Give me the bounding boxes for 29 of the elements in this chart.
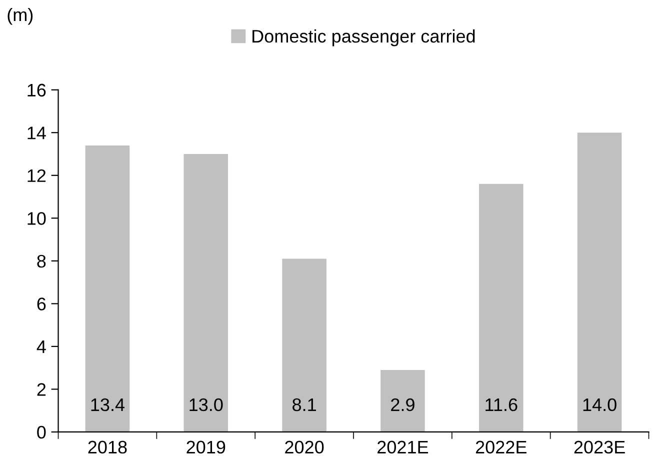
data-label: 8.1 [292, 398, 316, 412]
data-label: 2.9 [391, 398, 414, 412]
bar [380, 370, 425, 432]
y-tick-label: 6 [37, 298, 46, 310]
y-tick-label: 2 [37, 383, 46, 396]
data-label: 13.4 [91, 398, 125, 412]
x-tick-label: 2020 [285, 440, 324, 454]
y-tick-label: 14 [28, 126, 46, 140]
x-tick-label: 2021E [378, 440, 428, 454]
data-label: 11.6 [486, 398, 518, 412]
data-label: 14.0 [583, 398, 616, 412]
x-tick-label: 2023E [574, 440, 625, 454]
bar [282, 258, 326, 432]
y-tick-label: 4 [36, 340, 46, 353]
data-label: 13.0 [190, 398, 223, 412]
y-tick-label: 12 [28, 169, 46, 182]
y-tick-label: 8 [37, 254, 46, 268]
legend-label: Domestic passenger carried [252, 29, 475, 46]
y-axis-title: (m) [8, 8, 33, 25]
x-tick-label: 2019 [186, 440, 226, 454]
bar [184, 154, 228, 432]
x-tick-label: 2018 [88, 440, 127, 454]
x-tick-label: 2022E [476, 440, 526, 454]
y-tick-label: 0 [37, 426, 46, 439]
y-tick-label: 10 [28, 212, 46, 225]
bar [85, 145, 130, 432]
y-tick-label: 16 [28, 84, 46, 97]
bar [577, 132, 622, 432]
bar [478, 184, 524, 432]
